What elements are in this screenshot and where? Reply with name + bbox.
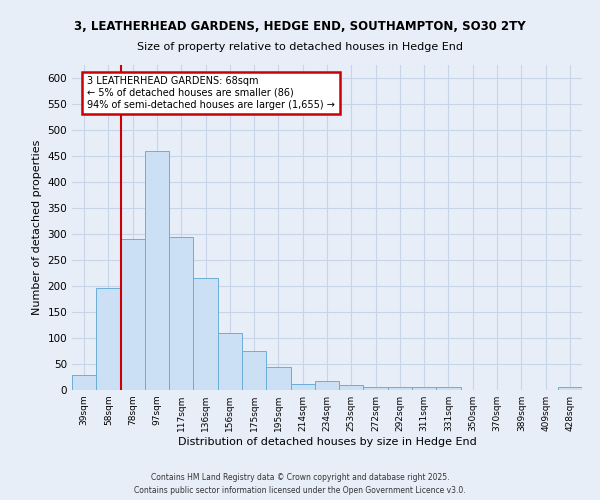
Text: Contains HM Land Registry data © Crown copyright and database right 2025.
Contai: Contains HM Land Registry data © Crown c… <box>134 474 466 495</box>
X-axis label: Distribution of detached houses by size in Hedge End: Distribution of detached houses by size … <box>178 437 476 447</box>
Bar <box>266 366 290 390</box>
Text: 3, LEATHERHEAD GARDENS, HEDGE END, SOUTHAMPTON, SO30 2TY: 3, LEATHERHEAD GARDENS, HEDGE END, SOUTH… <box>74 20 526 33</box>
Bar <box>218 333 242 390</box>
Bar <box>558 388 582 390</box>
Bar <box>388 388 412 390</box>
Text: Size of property relative to detached houses in Hedge End: Size of property relative to detached ho… <box>137 42 463 52</box>
Bar <box>364 388 388 390</box>
Text: 3 LEATHERHEAD GARDENS: 68sqm
← 5% of detached houses are smaller (86)
94% of sem: 3 LEATHERHEAD GARDENS: 68sqm ← 5% of det… <box>88 76 335 110</box>
Bar <box>315 380 339 390</box>
Bar <box>121 239 145 390</box>
Bar <box>96 288 121 390</box>
Bar <box>72 376 96 390</box>
Bar <box>169 236 193 390</box>
Y-axis label: Number of detached properties: Number of detached properties <box>32 140 42 315</box>
Bar <box>290 384 315 390</box>
Bar <box>242 351 266 390</box>
Bar <box>412 387 436 390</box>
Bar <box>436 388 461 390</box>
Bar <box>145 151 169 390</box>
Bar <box>193 278 218 390</box>
Bar <box>339 386 364 390</box>
